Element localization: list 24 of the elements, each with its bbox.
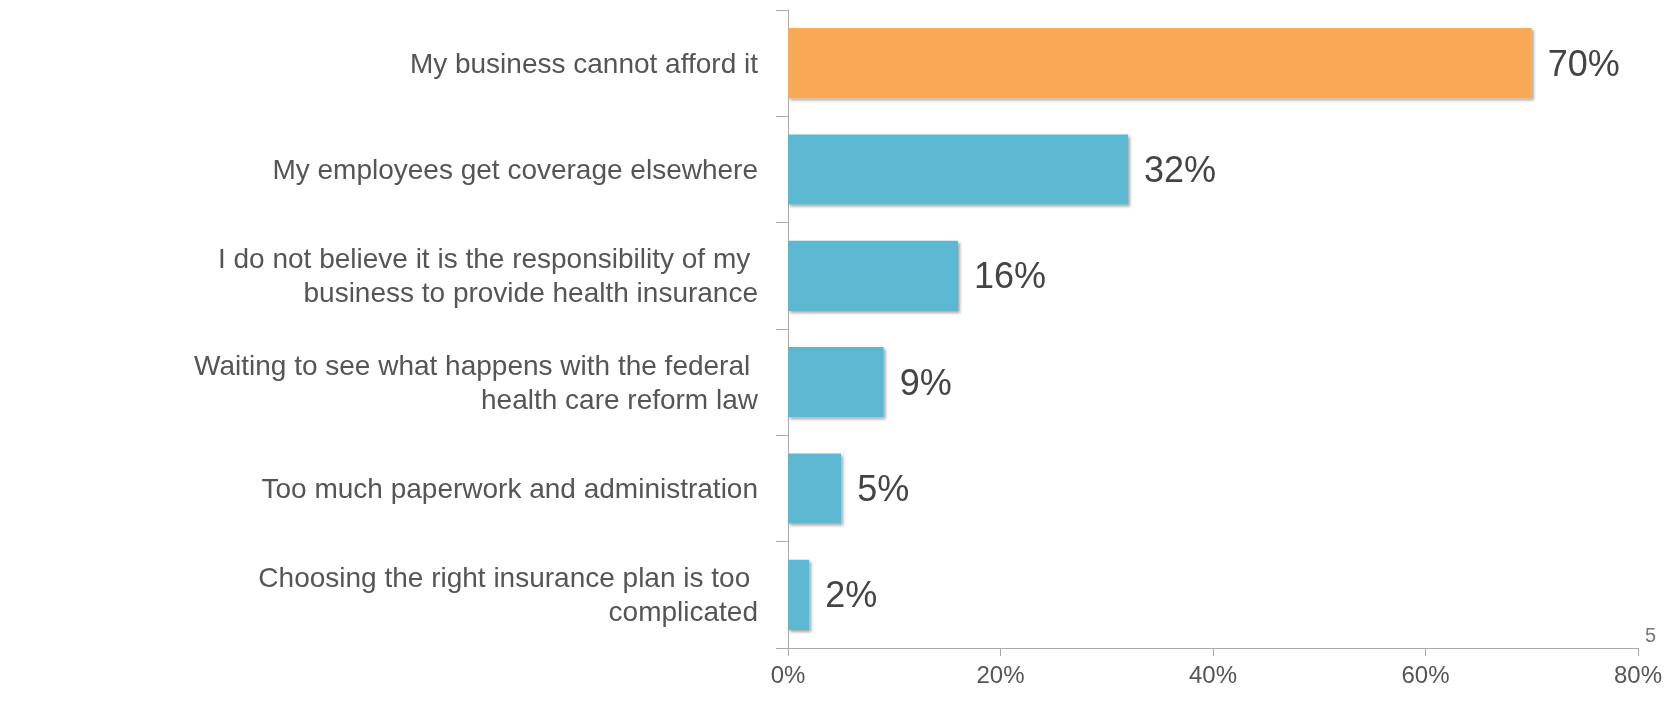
data-label: 2% [825, 574, 878, 616]
bar [788, 134, 1128, 205]
x-tick-label: 80% [1613, 660, 1663, 688]
x-tick-label: 40% [1188, 660, 1238, 688]
y-tick-label: Too much paperwork and administration [261, 473, 758, 504]
bar [788, 240, 958, 311]
y-tick-label: Choosing the right insurance plan is too complicated [258, 562, 758, 628]
data-label: 32% [1144, 149, 1217, 190]
data-label: 9% [899, 361, 952, 403]
data-label: 16% [974, 255, 1047, 297]
y-tick-label: My business cannot afford it [409, 47, 759, 79]
bar [788, 453, 842, 524]
y-tick-label: My employees get coverage elsewhere [272, 154, 758, 185]
bar [788, 28, 1532, 99]
x-tick-label: 20% [976, 660, 1025, 688]
data-label: 70% [1547, 42, 1620, 84]
x-tick-label: 60% [1401, 660, 1450, 688]
bar [788, 559, 810, 630]
x-tick-label: 0% [770, 660, 806, 688]
data-label: 5% [857, 468, 910, 509]
y-tick-label: Waiting to see what happens with the federal health care reform law [194, 349, 759, 415]
text: 5 [1644, 624, 1656, 646]
bar [788, 347, 884, 418]
y-tick-label: I do not believe it is the responsibility of my business to provide health insurance [217, 243, 758, 309]
